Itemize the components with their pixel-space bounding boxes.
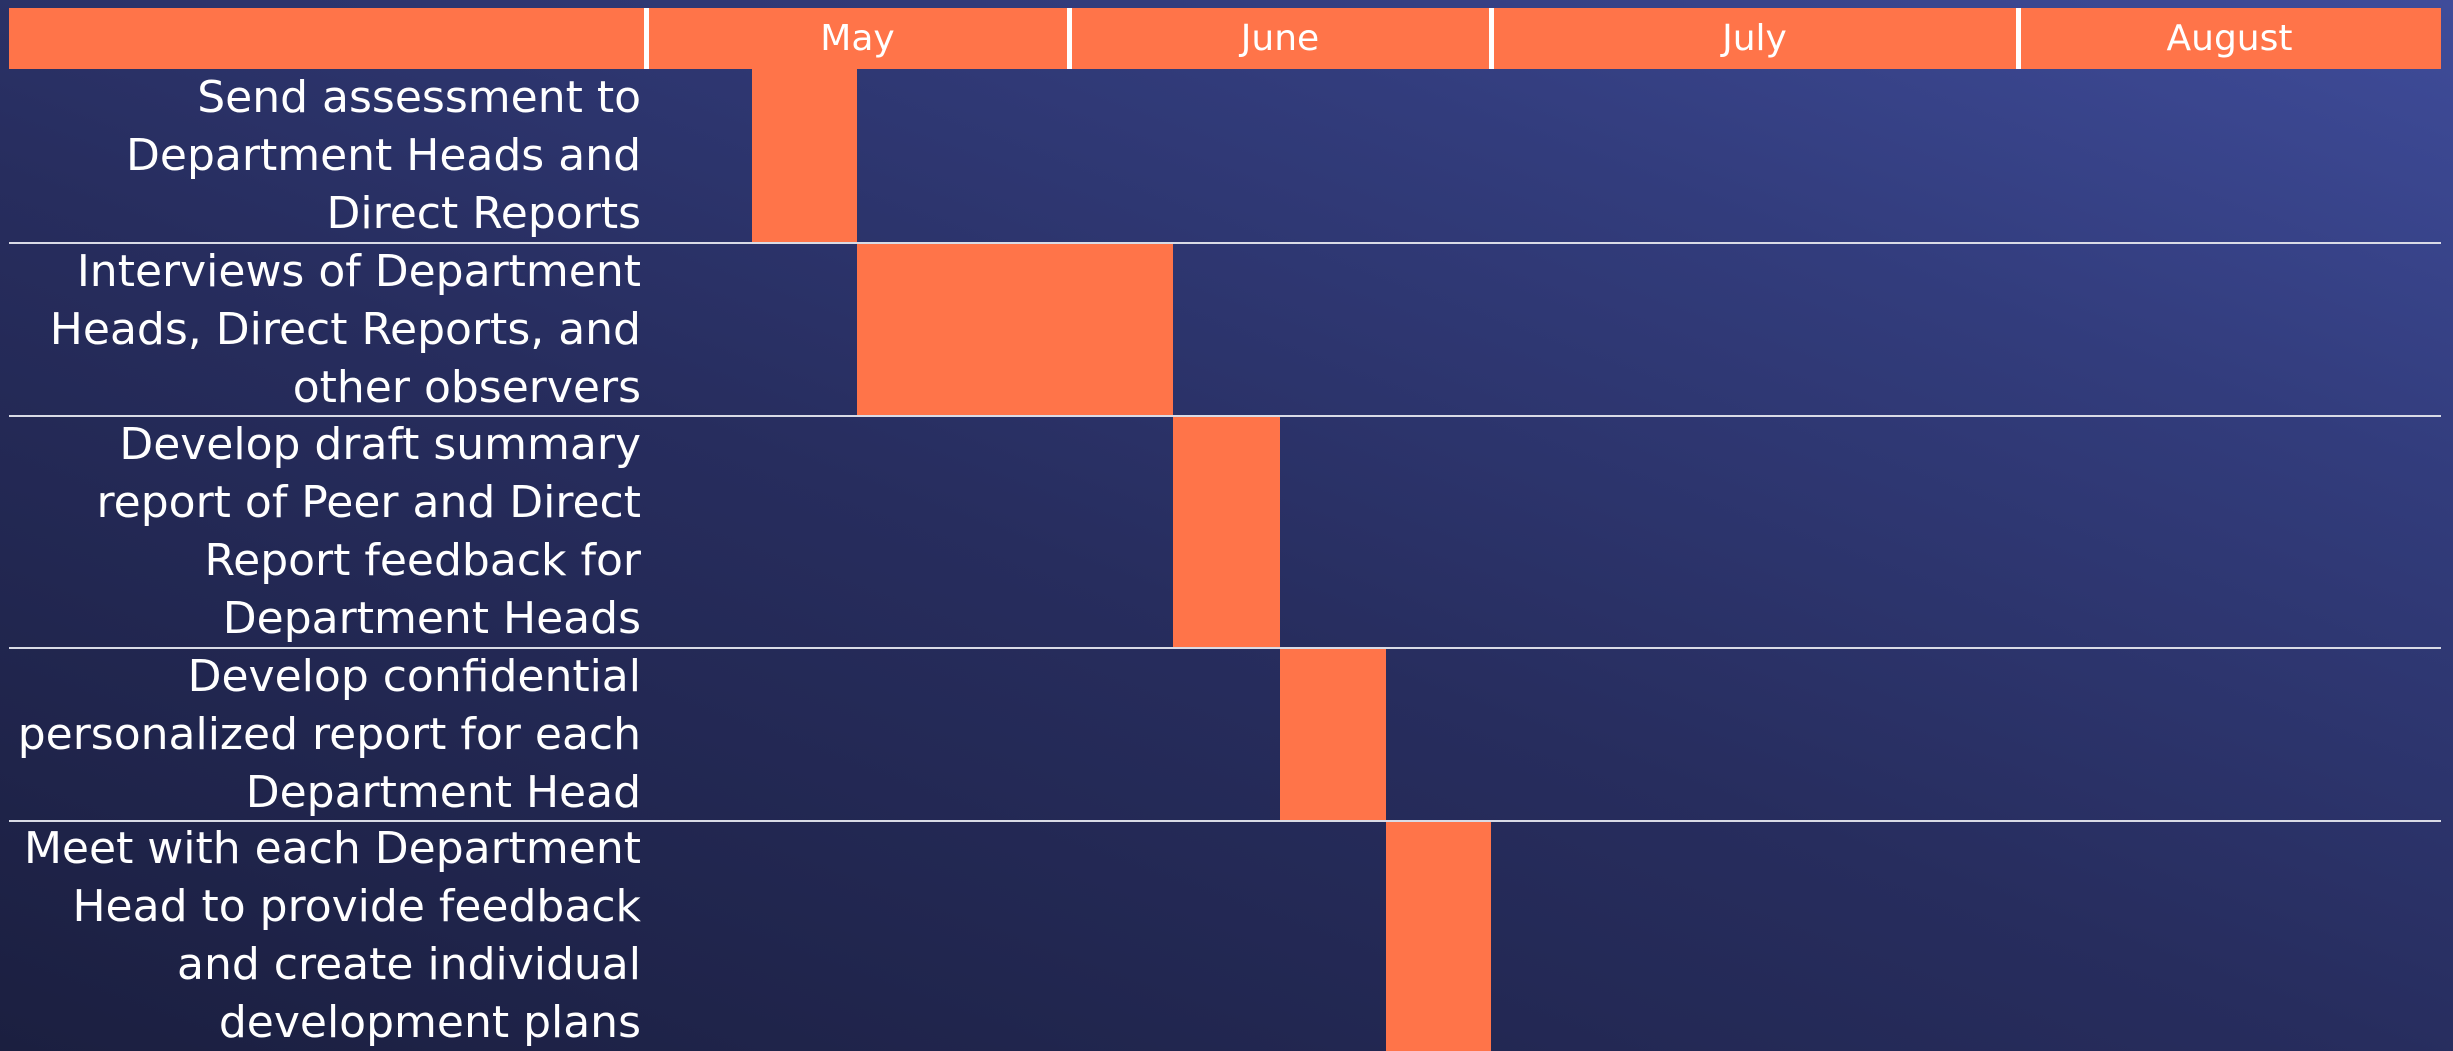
task-label: Send assessment to Department Heads and … [126, 72, 641, 239]
month-header: May [646, 8, 1069, 69]
task-label: Develop draft summary report of Peer and… [96, 419, 641, 644]
month-header: July [1491, 8, 2018, 69]
row-divider [9, 647, 2441, 649]
header-blank [9, 8, 646, 69]
header-divider [644, 8, 649, 69]
task-bar [857, 243, 1173, 416]
task-label: Interviews of Department Heads, Direct R… [49, 245, 641, 413]
task-bar [1173, 416, 1280, 648]
month-header: August [2018, 8, 2441, 69]
month-header: June [1069, 8, 1491, 69]
row-divider [9, 242, 2441, 244]
task-bar [1386, 821, 1491, 1051]
task-label: Meet with each Department Head to provid… [23, 823, 641, 1048]
task-label: Develop confidential personalized report… [17, 650, 641, 818]
header-divider [1489, 8, 1494, 69]
header-divider [1067, 8, 1072, 69]
row-divider [9, 820, 2441, 822]
task-bar [1280, 648, 1386, 821]
row-divider [9, 415, 2441, 417]
header-divider [2016, 8, 2021, 69]
task-bar [752, 69, 857, 243]
